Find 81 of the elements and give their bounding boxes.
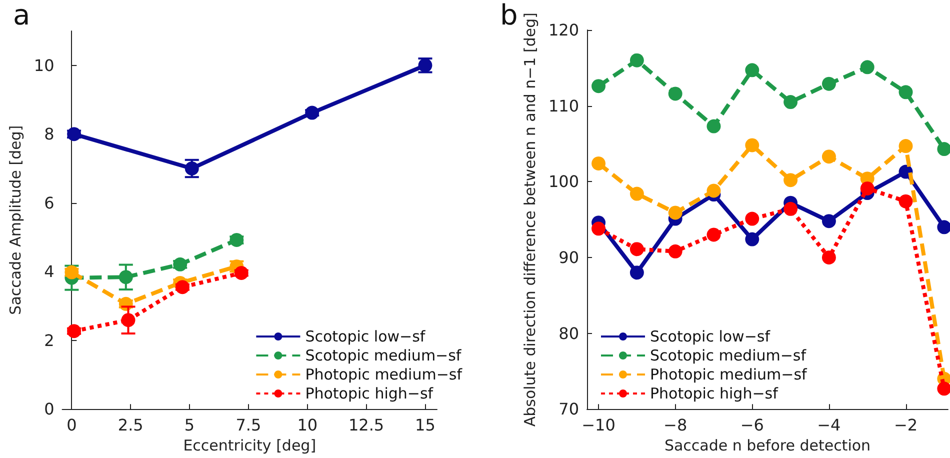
y-axis-title: Saccade Amplitude [deg] xyxy=(6,125,24,315)
point xyxy=(898,139,913,153)
x-tick-label: −6 xyxy=(740,416,764,435)
point xyxy=(937,382,950,396)
point xyxy=(668,244,682,258)
y-axis-title: Absolute direction difference between n and n−1 [deg] xyxy=(521,12,540,427)
point xyxy=(121,313,136,328)
x-tick-label: −8 xyxy=(664,416,688,435)
y-tick-label: 10 xyxy=(34,56,54,75)
point xyxy=(822,150,836,164)
legend-label: Photopic high−sf xyxy=(305,384,434,402)
legend-label: Photopic medium−sf xyxy=(650,366,808,384)
point xyxy=(118,270,133,284)
legend-label: Photopic high−sf xyxy=(650,384,779,402)
y-tick-label: 4 xyxy=(44,262,54,282)
x-tick-label: 5 xyxy=(184,416,195,435)
point xyxy=(784,173,798,188)
x-axis-title: Eccentricity [deg] xyxy=(183,436,316,454)
point xyxy=(898,85,913,100)
point xyxy=(67,127,82,142)
x-tick-label: 15 xyxy=(415,416,436,435)
x-tick-label: 12.5 xyxy=(348,416,384,435)
chart-title: a xyxy=(13,0,30,32)
point xyxy=(175,280,190,294)
point xyxy=(898,194,913,208)
point xyxy=(592,156,606,170)
point xyxy=(745,212,760,226)
legend-label: Scotopic low−sf xyxy=(650,328,771,346)
legend-label: Scotopic medium−sf xyxy=(650,346,807,364)
point xyxy=(822,76,836,91)
y-tick-label: 70 xyxy=(558,400,579,419)
point xyxy=(630,53,644,68)
x-tick-label: −10 xyxy=(582,416,616,435)
y-tick-label: 120 xyxy=(548,20,579,40)
point xyxy=(860,60,874,74)
point xyxy=(745,232,760,246)
x-tick-label: −2 xyxy=(894,416,918,435)
point xyxy=(745,138,760,152)
point xyxy=(592,222,606,236)
y-tick-label: 0 xyxy=(44,400,54,419)
legend-label: Scotopic low−sf xyxy=(305,328,426,346)
point xyxy=(184,161,199,176)
y-tick-label: 2 xyxy=(44,330,54,350)
point xyxy=(67,324,82,338)
y-tick-label: 6 xyxy=(44,193,54,212)
point xyxy=(706,228,721,242)
point xyxy=(822,250,836,264)
point xyxy=(64,265,79,280)
point xyxy=(706,119,721,134)
point xyxy=(860,181,874,196)
x-tick-label: 0 xyxy=(66,416,77,435)
x-tick-label: 10 xyxy=(297,416,318,435)
point xyxy=(745,63,760,78)
point xyxy=(668,206,682,220)
point xyxy=(784,95,798,110)
chart-title: b xyxy=(500,0,518,32)
point xyxy=(234,266,248,280)
x-tick-label: 2.5 xyxy=(118,416,144,435)
point xyxy=(630,266,644,280)
point xyxy=(706,184,721,198)
y-tick-label: 8 xyxy=(44,124,54,144)
y-tick-label: 100 xyxy=(548,172,579,192)
legend-label: Photopic medium−sf xyxy=(305,366,463,384)
point xyxy=(784,202,798,216)
x-tick-label: 7.5 xyxy=(236,416,262,435)
x-axis-title: Saccade n before detection xyxy=(664,436,871,454)
point xyxy=(592,79,606,94)
point xyxy=(173,257,188,272)
point xyxy=(937,142,950,156)
point xyxy=(822,214,836,228)
point xyxy=(630,242,644,256)
legend-label: Scotopic medium−sf xyxy=(305,346,462,364)
y-tick-label: 80 xyxy=(558,324,579,343)
point xyxy=(230,232,244,247)
y-tick-label: 90 xyxy=(558,248,579,267)
point xyxy=(937,220,950,234)
point xyxy=(668,86,682,101)
point xyxy=(305,106,320,120)
x-tick-label: −4 xyxy=(817,416,841,435)
y-tick-label: 110 xyxy=(548,96,579,116)
point xyxy=(630,186,644,201)
